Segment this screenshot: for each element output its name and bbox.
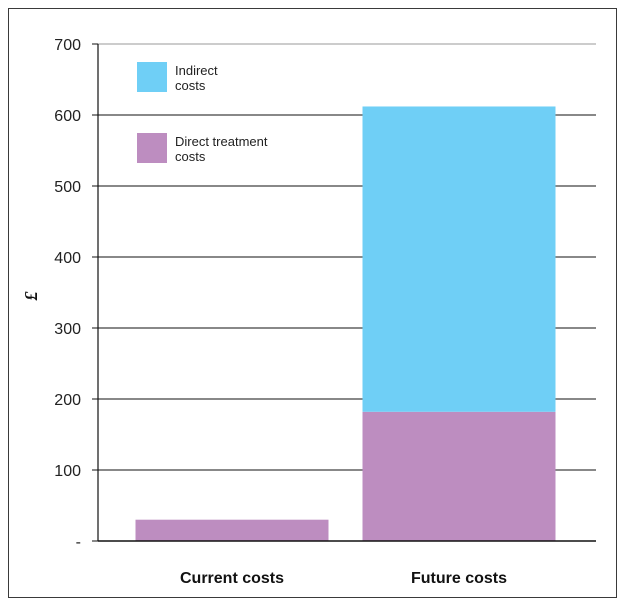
y-tick-label: - xyxy=(76,534,81,551)
y-tick-label: 400 xyxy=(54,250,81,267)
legend-label-line: costs xyxy=(175,78,206,93)
y-axis-label: £ xyxy=(21,291,41,302)
x-category-label: Current costs xyxy=(180,570,284,587)
x-category-label: Future costs xyxy=(411,570,507,587)
legend-label-line: Direct treatment xyxy=(175,134,268,149)
legend-label: Indirect costs xyxy=(175,63,218,93)
legend-label: Direct treatment costs xyxy=(175,134,268,164)
legend-swatch xyxy=(137,62,167,92)
bar-segment xyxy=(362,106,556,412)
y-tick-label: 600 xyxy=(54,108,81,125)
y-tick-label: 700 xyxy=(54,37,81,54)
bar-segment xyxy=(135,519,329,541)
y-tick-label: 100 xyxy=(54,463,81,480)
bar-segment xyxy=(362,411,556,541)
y-tick-label: 300 xyxy=(54,321,81,338)
legend-label-line: Indirect xyxy=(175,63,218,78)
y-tick-label: 200 xyxy=(54,392,81,409)
legend-swatch xyxy=(137,133,167,163)
legend-label-line: costs xyxy=(175,149,206,164)
y-tick-label: 500 xyxy=(54,179,81,196)
